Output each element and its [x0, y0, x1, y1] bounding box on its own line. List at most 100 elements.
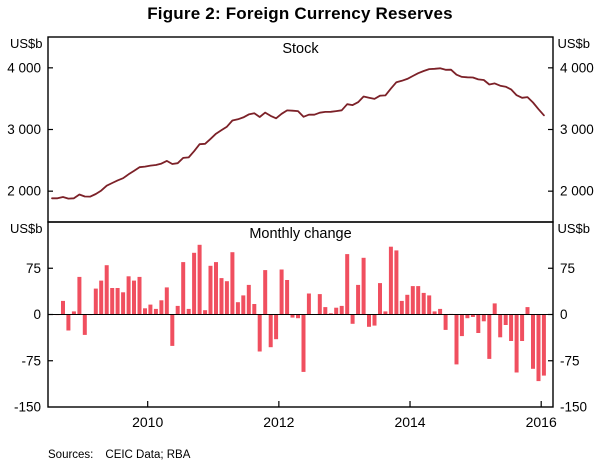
monthly-change-bar	[443, 314, 448, 330]
x-tick-label: 2016	[526, 414, 557, 430]
y-tick-label-right: -150	[560, 400, 587, 415]
monthly-change-bar	[306, 293, 311, 315]
monthly-change-bar	[61, 300, 65, 315]
monthly-change-bar	[356, 284, 361, 315]
sources-note: Sources: CEIC Data; RBA	[48, 449, 190, 461]
monthly-change-bar	[432, 311, 437, 315]
monthly-change-bar	[334, 307, 339, 315]
monthly-change-bar	[274, 314, 279, 340]
monthly-change-bar	[93, 288, 98, 315]
monthly-change-bar	[378, 283, 382, 315]
unit-label-left: US$b	[10, 221, 43, 236]
monthly-change-bar	[246, 284, 251, 315]
y-tick-label-right: 0	[560, 307, 568, 322]
y-tick-label-right: -75	[560, 353, 580, 368]
monthly-change-bar	[143, 308, 147, 315]
unit-label-right: US$b	[557, 221, 590, 236]
monthly-change-bar	[503, 314, 508, 325]
figure-title: Figure 2: Foreign Currency Reserves	[147, 4, 453, 23]
monthly-change-bar	[525, 307, 530, 315]
monthly-change-bar	[170, 314, 175, 346]
monthly-change-bar	[175, 305, 180, 315]
monthly-change-bar	[531, 314, 535, 369]
monthly-change-bar	[438, 308, 443, 315]
monthly-change-bar	[235, 302, 240, 315]
monthly-change-bar	[492, 303, 497, 315]
y-tick-label-right: 2 000	[560, 184, 594, 199]
monthly-change-bar	[514, 314, 519, 373]
monthly-change-bar	[263, 270, 268, 315]
stock-line	[51, 67, 545, 200]
monthly-change-bar	[465, 314, 470, 319]
sources-text: CEIC Data; RBA	[105, 449, 191, 461]
monthly-change-bar	[481, 314, 486, 322]
monthly-change-bar	[241, 295, 246, 315]
y-tick-label-left: -150	[14, 400, 41, 415]
y-tick-label-left: -75	[21, 353, 41, 368]
monthly-change-bar	[410, 286, 415, 315]
monthly-change-bar	[416, 286, 421, 315]
monthly-change-bar	[203, 310, 208, 315]
monthly-change-bar	[126, 276, 131, 315]
panel-frame	[47, 36, 554, 223]
monthly-change-bar	[290, 314, 295, 318]
monthly-change-bar	[77, 276, 82, 315]
monthly-change-bar	[541, 314, 546, 376]
monthly-change-bar	[345, 254, 350, 315]
monthly-change-bar	[350, 314, 355, 324]
monthly-change-bar	[186, 308, 191, 315]
monthly-change-bar	[476, 314, 481, 333]
monthly-change-bar	[208, 265, 213, 315]
monthly-change-bar	[148, 304, 153, 315]
monthly-change-bar	[115, 288, 120, 315]
monthly-change-bar	[159, 300, 164, 315]
monthly-change-bar	[99, 280, 104, 315]
monthly-change-bar	[153, 308, 158, 315]
monthly-change-bar	[509, 314, 514, 341]
monthly-change-bar	[388, 246, 393, 315]
monthly-change-bar	[82, 314, 87, 335]
monthly-change-bar	[459, 314, 464, 337]
monthly-change-bar	[219, 278, 224, 315]
monthly-change-bar	[361, 257, 366, 315]
y-tick-label-left: 2 000	[7, 184, 41, 199]
monthly-change-bar	[71, 311, 76, 315]
monthly-change-bar	[121, 292, 126, 315]
monthly-change-bar	[164, 287, 169, 315]
monthly-change-bar	[296, 314, 300, 319]
monthly-change-bar	[301, 314, 306, 372]
monthly-change-bar	[197, 244, 202, 315]
monthly-change-bar	[487, 314, 492, 359]
y-tick-label-right: 75	[560, 261, 575, 276]
monthly-change-bar	[279, 269, 284, 315]
y-tick-label-left: 0	[33, 307, 41, 322]
monthly-change-bar	[367, 314, 371, 327]
monthly-change-bar	[137, 276, 142, 315]
monthly-change-bar	[520, 314, 525, 341]
monthly-change-bar	[214, 262, 218, 315]
y-tick-label-left: 3 000	[7, 122, 41, 137]
monthly-change-bar	[268, 314, 273, 348]
monthly-change-bar	[317, 294, 322, 315]
monthly-change-bar	[328, 313, 333, 315]
panel-title: Stock	[282, 41, 319, 57]
monthly-change-bar	[394, 250, 399, 315]
x-tick-label: 2012	[263, 414, 294, 430]
y-tick-label-right: 4 000	[560, 60, 594, 75]
x-tick-label: 2010	[132, 414, 163, 430]
monthly-change-bar	[323, 307, 328, 315]
monthly-change-bar	[224, 281, 229, 315]
monthly-change-bar	[252, 304, 257, 315]
monthly-change-bar	[192, 252, 197, 315]
monthly-change-bar	[285, 280, 290, 315]
monthly-change-bar	[372, 314, 377, 326]
y-tick-label-right: 3 000	[560, 122, 594, 137]
monthly-change-bar	[383, 311, 388, 315]
unit-label-left: US$b	[10, 36, 43, 51]
monthly-change-bar	[181, 262, 186, 315]
panel-title: Monthly change	[249, 226, 351, 242]
monthly-change-bar	[536, 314, 541, 382]
monthly-change-bar	[421, 292, 426, 315]
